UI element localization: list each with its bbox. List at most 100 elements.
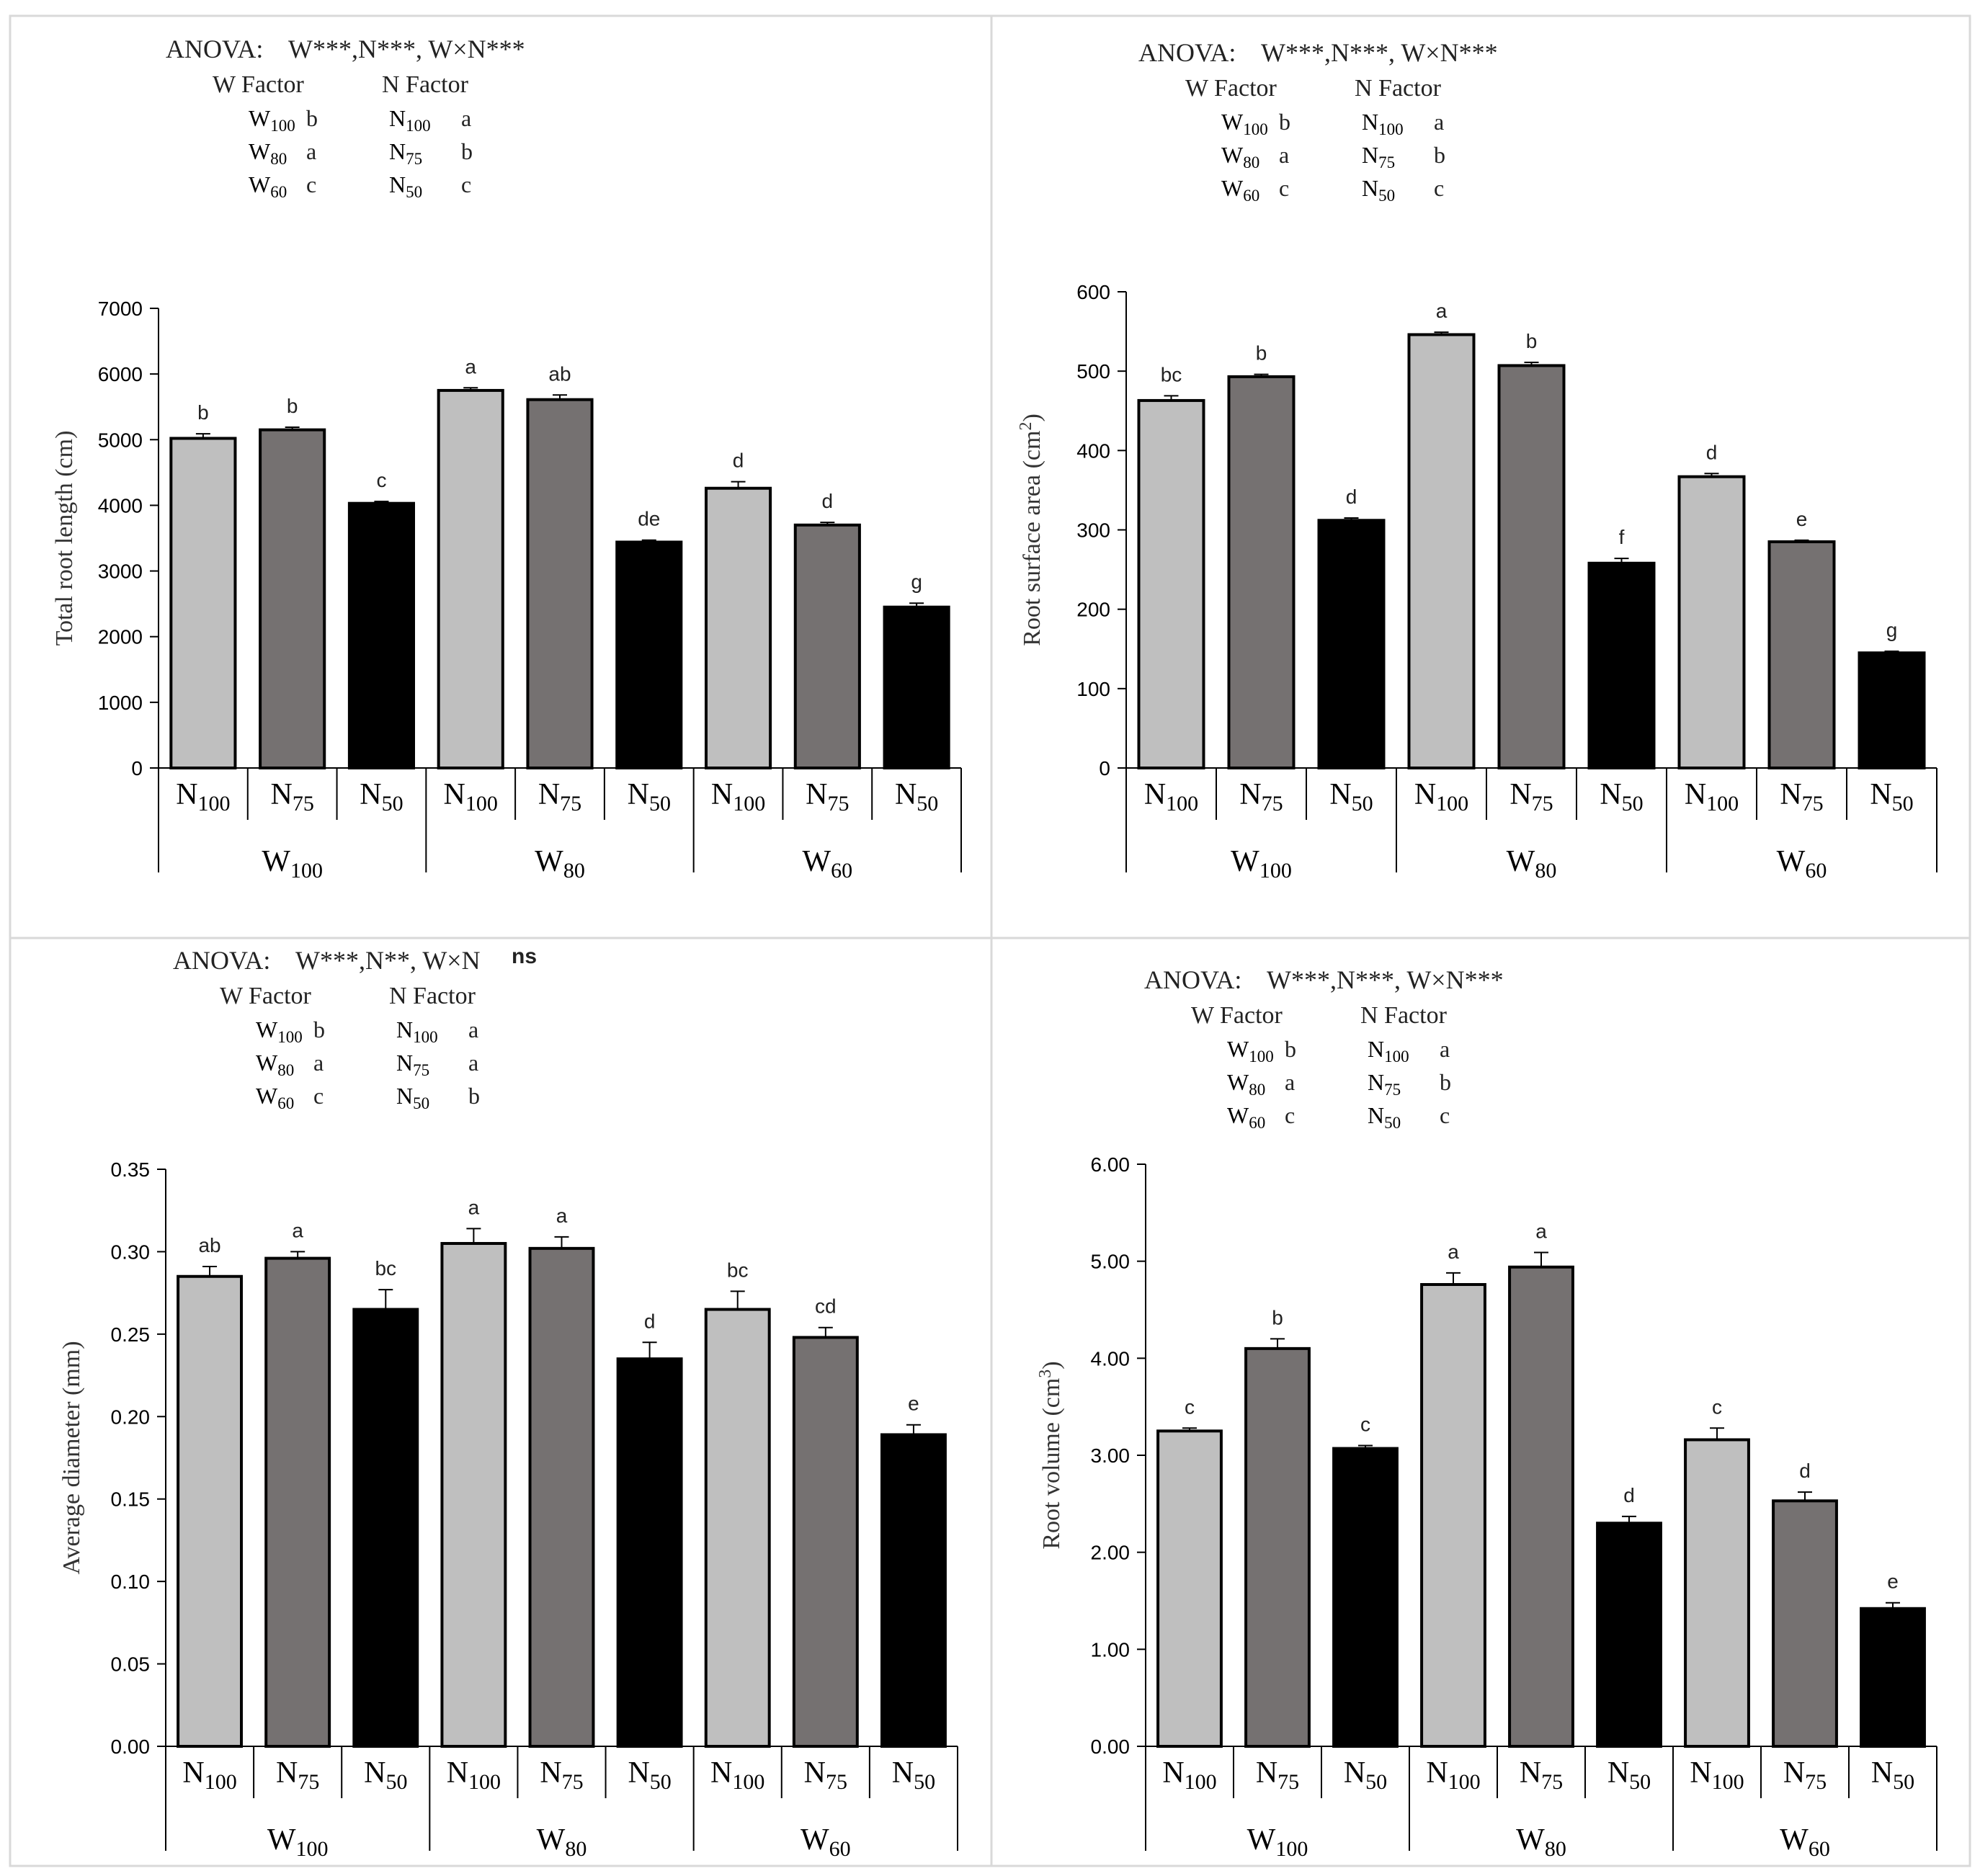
anova-sup: ns (512, 944, 537, 968)
chart-panel-4: ANOVA: W***,N***, W×N*** W Factor N Factor W… (1036, 965, 1937, 1861)
bar (1407, 333, 1476, 769)
significance-letter: a (556, 1205, 568, 1227)
x-tick-label-n: N100 (1144, 778, 1198, 816)
x-tick-label-n: N50 (1329, 778, 1373, 816)
significance-letter: c (1185, 1395, 1195, 1418)
w-factor-level: W100 (249, 105, 295, 135)
significance-letter: ab (548, 362, 571, 385)
w-factor-level: W80 (249, 138, 287, 168)
y-tick-label: 0.00 (1091, 1736, 1131, 1758)
x-tick-label-n: N75 (1780, 778, 1823, 816)
w-factor-header: W Factor (220, 983, 312, 1009)
significance-letter: b (1256, 342, 1267, 365)
w-factor-letter: b (313, 1017, 325, 1042)
significance-letter: d (1346, 486, 1357, 508)
bar (259, 428, 326, 769)
x-group-label-w: W100 (1247, 1823, 1308, 1861)
n-factor-level: N75 (1362, 142, 1395, 171)
bar (793, 523, 861, 769)
x-tick-label-n: N100 (711, 778, 765, 816)
x-tick-label-n: N75 (538, 778, 581, 816)
w-factor-header: W Factor (1191, 1002, 1283, 1029)
significance-letter: bc (375, 1257, 396, 1279)
bar (704, 486, 772, 770)
significance-letter: ab (198, 1234, 220, 1256)
outer-frame (9, 14, 1971, 1867)
significance-letter: de (638, 508, 660, 530)
w-factor-letter: a (1279, 142, 1289, 168)
bar (1137, 398, 1205, 769)
x-group-label-w: W60 (1780, 1823, 1830, 1861)
x-group-label-w: W80 (537, 1823, 587, 1861)
significance-letter: a (1535, 1220, 1547, 1243)
significance-letter: cd (815, 1295, 837, 1318)
y-tick-label: 0.25 (111, 1323, 151, 1346)
n-factor-level: N50 (389, 171, 422, 201)
x-group-label-w: W100 (262, 845, 323, 883)
x-group-label-w: W60 (801, 1823, 851, 1861)
bar (352, 1308, 419, 1748)
x-tick-label-n: N50 (360, 778, 403, 816)
significance-letter: b (197, 401, 209, 424)
x-tick-label-n: N100 (1690, 1756, 1744, 1794)
significance-letter: c (1360, 1413, 1370, 1436)
x-tick-label-n: N75 (806, 778, 849, 816)
x-tick-label-n: N100 (1162, 1756, 1216, 1794)
y-tick-label: 0.00 (111, 1736, 151, 1758)
x-tick-label-n: N75 (804, 1756, 847, 1794)
y-tick-label: 3.00 (1091, 1444, 1131, 1467)
x-tick-label-n: N75 (270, 778, 313, 816)
n-factor-letter: a (1434, 109, 1444, 135)
n-factor-level: N50 (396, 1083, 429, 1112)
n-factor-letter: c (1434, 175, 1444, 201)
x-tick-label-n: N50 (628, 778, 671, 816)
n-factor-letter: b (468, 1083, 480, 1109)
w-factor-level: W60 (1221, 175, 1259, 205)
w-factor-level: W80 (1227, 1069, 1265, 1099)
bar (1860, 1607, 1926, 1748)
n-factor-header: N Factor (1355, 75, 1442, 102)
chart-panel-3: ANOVA: W***,N**, W×N ns W Factor N Factor W10… (58, 944, 958, 1861)
bar (526, 398, 594, 770)
significance-letter: b (1272, 1306, 1283, 1328)
bar (1420, 1282, 1486, 1748)
bar (1684, 1438, 1750, 1748)
y-axis-label: Root surface area (cm2) (1017, 414, 1045, 646)
n-factor-letter: b (461, 138, 473, 164)
y-tick-label: 0.20 (111, 1406, 151, 1428)
n-factor-letter: c (461, 171, 471, 197)
bar (792, 1336, 859, 1748)
bar (437, 388, 504, 769)
x-group-label-w: W60 (803, 845, 853, 883)
significance-letter: a (465, 355, 476, 378)
n-factor-letter: a (461, 105, 471, 131)
x-group-label-w: W80 (535, 845, 585, 883)
n-factor-header: N Factor (389, 983, 476, 1009)
w-factor-letter: a (306, 138, 316, 164)
x-tick-label-n: N75 (1256, 1756, 1299, 1794)
n-factor-level: N100 (396, 1017, 438, 1046)
anova-title: ANOVA: (173, 946, 270, 975)
w-factor-level: W100 (1227, 1036, 1274, 1066)
w-factor-letter: a (313, 1050, 324, 1076)
y-tick-label: 2000 (98, 626, 143, 648)
significance-letter: a (1448, 1241, 1459, 1263)
bar (1587, 561, 1656, 770)
bar (1332, 1447, 1399, 1748)
bar (880, 1433, 947, 1748)
bar (440, 1241, 507, 1748)
n-factor-level: N50 (1368, 1102, 1401, 1132)
x-tick-label-n: N50 (1870, 778, 1913, 816)
bar (1508, 1265, 1574, 1748)
y-tick-label: 0.15 (111, 1488, 151, 1511)
n-factor-header: N Factor (382, 71, 469, 98)
anova-title: ANOVA: (1138, 38, 1236, 67)
x-tick-label-n: N75 (1783, 1756, 1827, 1794)
bar (1767, 540, 1836, 770)
anova-effects: W***,N**, W×N (295, 946, 481, 975)
w-factor-letter: c (1285, 1102, 1295, 1128)
x-tick-label-n: N50 (1607, 1756, 1651, 1794)
y-axis-label: Average diameter (mm) (58, 1341, 85, 1574)
x-group-label-w: W80 (1516, 1823, 1566, 1861)
w-factor-level: W80 (1221, 142, 1259, 171)
